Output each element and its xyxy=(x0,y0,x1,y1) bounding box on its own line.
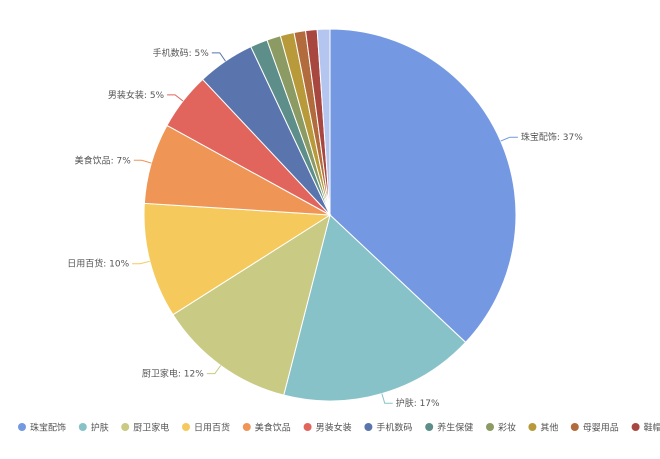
pie-slice-1[interactable] xyxy=(329,28,517,344)
legend-label-slice-8[interactable]: 养生保健 xyxy=(437,422,473,434)
legend-label-slice-9[interactable]: 彩妆 xyxy=(498,422,516,434)
legend-marker-slice-1[interactable] xyxy=(18,423,26,431)
data-label-slice-1: 珠宝配饰: 37% xyxy=(521,131,583,143)
legend-marker-slice-12[interactable] xyxy=(631,423,640,431)
legend-label-slice-6[interactable]: 男装女装 xyxy=(316,422,352,434)
legend-label-slice-1[interactable]: 珠宝配饰 xyxy=(30,422,66,434)
labels-layer: 珠宝配饰: 37% 护肤: 17% 厨卫家电: 12% 日用百货: 10% 美食饮品: … xyxy=(67,47,583,409)
data-label-slice-6: 男装女装: 5% xyxy=(108,89,165,101)
legend-marker-slice-8[interactable] xyxy=(425,423,434,431)
label-line-slice-4 xyxy=(132,260,150,265)
label-line-slice-6 xyxy=(167,94,184,102)
data-label-slice-5: 美食饮品: 7% xyxy=(75,154,132,166)
legend-marker-slice-6[interactable] xyxy=(303,423,312,431)
label-line-slice-1 xyxy=(500,136,518,142)
legend-marker-slice-7[interactable] xyxy=(364,423,373,431)
pie-slice-3[interactable] xyxy=(172,213,331,396)
legend: 珠宝配饰 护肤 厨卫家电 日用百货 美食饮品 男装女装 手机数码 养生保健 彩妆 其他 母婴用品 鞋帽… xyxy=(18,422,660,434)
label-line-slice-7 xyxy=(211,52,226,62)
legend-label-slice-12[interactable]: 鞋帽箱包 xyxy=(644,422,660,434)
label-line-slice-2 xyxy=(381,393,393,404)
legend-label-slice-7[interactable]: 手机数码 xyxy=(376,422,412,434)
label-line-slice-3 xyxy=(206,365,222,375)
legend-marker-slice-4[interactable] xyxy=(182,423,190,431)
slices-layer xyxy=(143,28,517,402)
pie-slice-4[interactable] xyxy=(143,202,332,316)
data-label-slice-3: 厨卫家电: 12% xyxy=(142,368,204,380)
legend-marker-slice-5[interactable] xyxy=(242,423,251,431)
legend-marker-slice-9[interactable] xyxy=(486,423,494,431)
legend-marker-slice-11[interactable] xyxy=(570,423,579,431)
legend-label-slice-2[interactable]: 护肤 xyxy=(91,422,109,434)
legend-marker-slice-3[interactable] xyxy=(121,423,130,431)
legend-label-slice-4[interactable]: 日用百货 xyxy=(194,422,230,434)
data-label-slice-4: 日用百货: 10% xyxy=(67,258,129,270)
data-label-slice-2: 护肤: 17% xyxy=(396,397,440,409)
legend-label-slice-5[interactable]: 美食饮品 xyxy=(255,422,291,434)
legend-label-slice-11[interactable]: 母婴用品 xyxy=(583,423,619,434)
label-line-slice-5 xyxy=(133,159,152,164)
legend-label-slice-10[interactable]: 其他 xyxy=(540,422,558,434)
legend-marker-slice-2[interactable] xyxy=(78,423,87,431)
legend-marker-slice-10[interactable] xyxy=(528,423,537,431)
pie-slice-13[interactable] xyxy=(316,28,331,216)
data-label-slice-7: 手机数码: 5% xyxy=(153,47,210,59)
legend-label-slice-3[interactable]: 厨卫家电 xyxy=(133,422,169,434)
